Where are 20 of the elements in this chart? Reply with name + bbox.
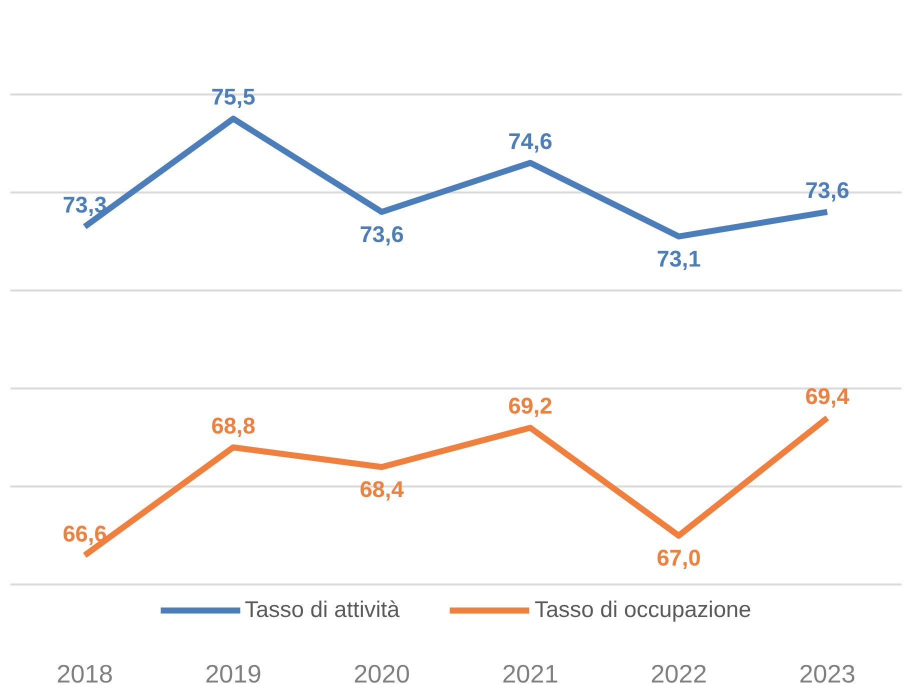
data-label: 69,2 — [508, 392, 552, 419]
data-label: 75,5 — [211, 84, 256, 110]
data-label: 73,1 — [656, 245, 701, 272]
x-tick-label: 2021 — [502, 660, 558, 688]
x-tick-label: 2020 — [354, 660, 410, 688]
data-label: 67,0 — [656, 544, 701, 571]
legend-label: Tasso di attività — [244, 596, 400, 623]
x-tick-label: 2019 — [205, 660, 262, 688]
x-tick-label: 2022 — [650, 660, 707, 688]
data-label: 66,6 — [62, 520, 107, 546]
data-label: 69,4 — [805, 382, 850, 409]
x-tick-label: 2018 — [56, 660, 113, 688]
data-label: 73,6 — [360, 220, 404, 247]
data-label: 73,6 — [805, 176, 850, 203]
data-label: 74,6 — [508, 128, 552, 154]
data-label: 68,8 — [211, 412, 256, 438]
x-tick-label: 2023 — [799, 660, 856, 688]
legend-label: Tasso di occupazione — [534, 596, 752, 623]
data-label: 68,4 — [360, 476, 404, 502]
data-label: 73,3 — [62, 192, 107, 218]
